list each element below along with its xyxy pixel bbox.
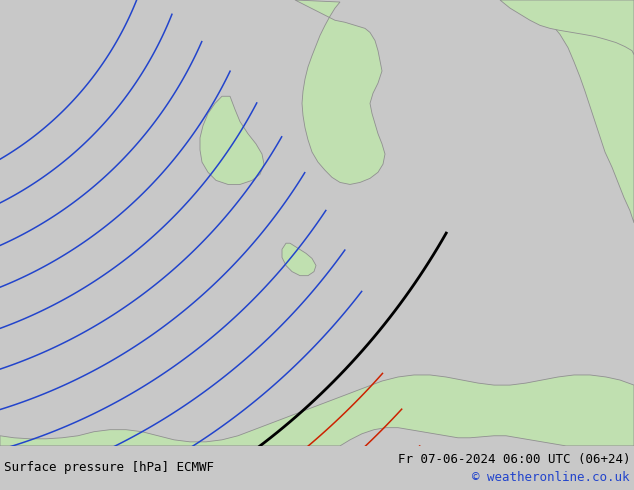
Polygon shape [282, 243, 316, 276]
Text: Fr 07-06-2024 06:00 UTC (06+24): Fr 07-06-2024 06:00 UTC (06+24) [398, 453, 630, 466]
Text: Surface pressure [hPa] ECMWF: Surface pressure [hPa] ECMWF [4, 462, 214, 474]
Polygon shape [530, 0, 634, 223]
Polygon shape [500, 0, 634, 55]
Polygon shape [295, 0, 385, 184]
Polygon shape [200, 96, 264, 184]
Polygon shape [0, 375, 634, 446]
Text: © weatheronline.co.uk: © weatheronline.co.uk [472, 471, 630, 485]
